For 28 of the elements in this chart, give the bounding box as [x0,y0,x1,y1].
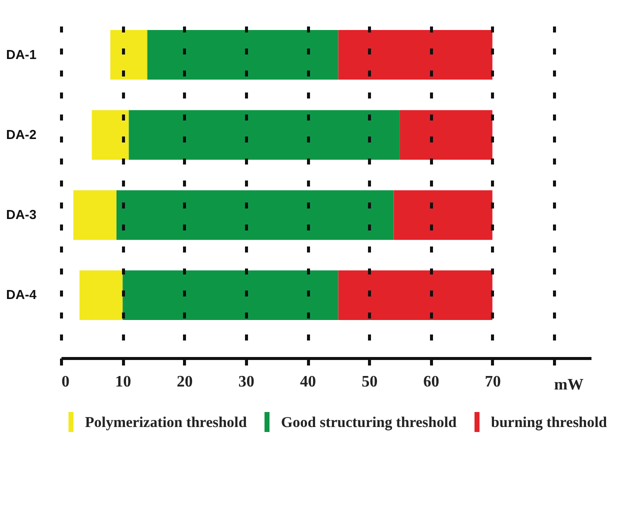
legend-label: burning threshold [491,415,608,431]
bar [92,110,129,160]
bar [73,190,116,240]
bar [122,270,338,320]
bar [79,270,123,320]
bar [400,110,492,160]
x-tick-label: 70 [484,374,501,390]
x-tick-label: 0 [62,374,70,390]
bar [116,190,394,240]
bar [394,190,492,240]
legend-label: Good structuring threshold [281,415,458,431]
x-tick-label: 30 [238,374,254,390]
x-tick-label: 50 [362,374,378,390]
y-tick-label: DA-4 [6,287,38,302]
x-tick-label: 40 [300,374,316,390]
x-tick-label: 20 [176,374,193,390]
y-tick-label: DA-3 [6,207,36,222]
bar [128,110,400,160]
bar [147,30,338,80]
bar [110,30,148,80]
x-tick-label: 60 [423,374,440,390]
y-tick-label: DA-1 [6,46,36,62]
bar [338,270,492,320]
legend-label: Polymerization threshold [85,415,248,431]
x-axis-title: mW [554,376,584,394]
x-tick-label: 10 [115,374,132,390]
y-tick-label: DA-2 [6,126,36,142]
bar [338,30,492,80]
